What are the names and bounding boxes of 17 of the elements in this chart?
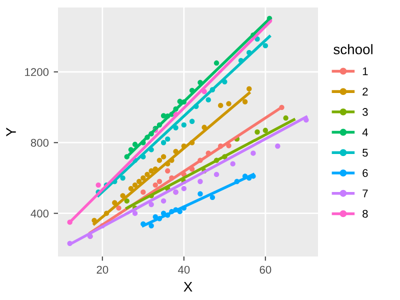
x-tick-label: 60 <box>260 266 272 274</box>
y-tick-label: 800 <box>30 138 49 147</box>
x-tick-label: 20 <box>96 266 108 274</box>
legend-label: 1 <box>362 67 368 76</box>
y-axis-title: Y <box>6 128 16 136</box>
legend-label: 8 <box>362 210 368 218</box>
y-tick-label: 400 <box>30 210 49 218</box>
legend-label: 3 <box>362 108 368 116</box>
legend-title: school <box>334 44 372 54</box>
y-tick-label: 1200 <box>25 68 49 76</box>
legend-label: 7 <box>362 190 368 198</box>
legend-label: 4 <box>362 128 368 136</box>
legend-label: 5 <box>362 148 368 157</box>
x-axis-title: X <box>184 282 192 292</box>
legend-label: 6 <box>362 169 368 177</box>
x-tick-label: 40 <box>178 266 190 274</box>
legend-label: 2 <box>362 88 368 96</box>
